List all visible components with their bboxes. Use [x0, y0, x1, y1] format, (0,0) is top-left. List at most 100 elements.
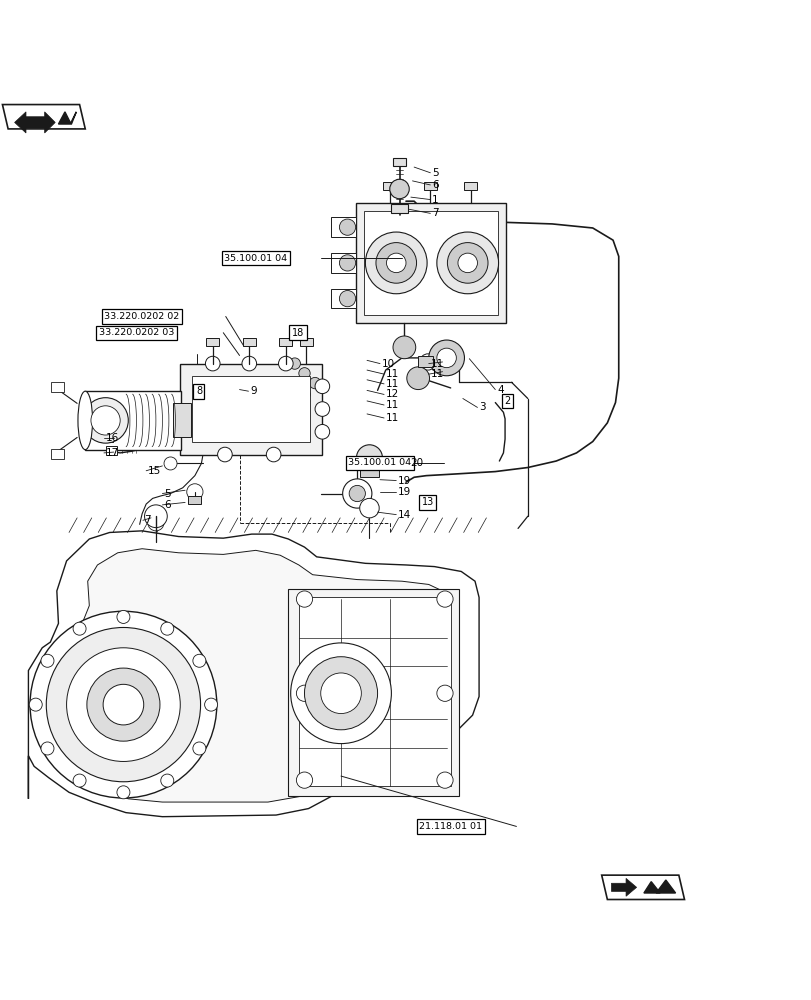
- Circle shape: [365, 232, 427, 294]
- Bar: [192, 376, 310, 442]
- Bar: [180, 364, 322, 455]
- Circle shape: [447, 243, 487, 283]
- Text: 12: 12: [385, 389, 398, 399]
- Bar: [331, 253, 355, 273]
- Text: 20: 20: [410, 458, 423, 468]
- Text: 11: 11: [430, 369, 443, 379]
- Bar: [105, 446, 117, 455]
- Bar: [298, 597, 451, 786]
- Circle shape: [266, 447, 281, 462]
- Text: 35.100.01 04: 35.100.01 04: [224, 254, 287, 263]
- Bar: [173, 403, 191, 437]
- Text: 14: 14: [397, 510, 410, 520]
- Circle shape: [83, 398, 128, 443]
- Circle shape: [217, 447, 232, 462]
- Circle shape: [309, 377, 320, 389]
- Circle shape: [193, 742, 206, 755]
- Text: 4: 4: [496, 385, 503, 395]
- Text: 18: 18: [291, 328, 304, 338]
- Circle shape: [315, 379, 329, 394]
- Polygon shape: [58, 112, 76, 124]
- Circle shape: [103, 684, 144, 725]
- Bar: [391, 204, 407, 213]
- Text: 19: 19: [397, 476, 410, 486]
- Bar: [355, 203, 505, 323]
- Bar: [242, 338, 255, 346]
- Text: 8: 8: [195, 386, 202, 396]
- Circle shape: [436, 772, 453, 788]
- Bar: [383, 182, 396, 190]
- Bar: [188, 496, 201, 504]
- Bar: [423, 182, 436, 190]
- Circle shape: [46, 627, 200, 782]
- Text: 11: 11: [385, 379, 398, 389]
- Text: 16: 16: [105, 433, 118, 443]
- Circle shape: [193, 654, 206, 667]
- Circle shape: [91, 406, 120, 435]
- Circle shape: [298, 389, 310, 400]
- Polygon shape: [15, 112, 55, 133]
- Circle shape: [436, 232, 498, 294]
- Text: 5: 5: [431, 168, 438, 178]
- Circle shape: [428, 340, 464, 376]
- Circle shape: [296, 772, 312, 788]
- Text: 9: 9: [250, 386, 256, 396]
- Polygon shape: [47, 549, 448, 802]
- Bar: [393, 158, 406, 166]
- Circle shape: [339, 291, 355, 307]
- Circle shape: [315, 424, 329, 439]
- Polygon shape: [611, 878, 636, 896]
- Bar: [51, 382, 64, 392]
- Circle shape: [289, 402, 300, 413]
- Polygon shape: [643, 882, 659, 893]
- Circle shape: [419, 354, 436, 370]
- Circle shape: [204, 698, 217, 711]
- Circle shape: [73, 774, 86, 787]
- Bar: [363, 211, 497, 315]
- Text: 2: 2: [504, 396, 510, 406]
- Bar: [299, 338, 312, 346]
- Circle shape: [67, 648, 180, 761]
- Circle shape: [41, 742, 54, 755]
- Circle shape: [29, 698, 42, 711]
- Text: 5: 5: [164, 489, 170, 499]
- Text: 11: 11: [385, 413, 398, 423]
- Circle shape: [289, 413, 300, 424]
- Circle shape: [161, 622, 174, 635]
- Text: 3: 3: [478, 402, 485, 412]
- Bar: [331, 217, 355, 237]
- Circle shape: [457, 253, 477, 273]
- Circle shape: [436, 685, 453, 701]
- Bar: [85, 391, 181, 450]
- Circle shape: [304, 657, 377, 730]
- Text: 15: 15: [148, 466, 161, 476]
- Circle shape: [298, 368, 310, 379]
- Circle shape: [342, 479, 371, 508]
- Circle shape: [30, 611, 217, 798]
- Circle shape: [242, 356, 256, 371]
- Circle shape: [87, 668, 160, 741]
- Polygon shape: [2, 105, 85, 129]
- Text: 1: 1: [431, 195, 438, 205]
- Text: 7: 7: [431, 208, 438, 218]
- Polygon shape: [601, 875, 684, 900]
- Circle shape: [315, 402, 329, 416]
- Polygon shape: [655, 880, 675, 893]
- Bar: [101, 434, 113, 442]
- Circle shape: [339, 255, 355, 271]
- Bar: [279, 338, 292, 346]
- Text: 17: 17: [105, 448, 118, 458]
- Circle shape: [389, 179, 409, 199]
- Circle shape: [406, 367, 429, 390]
- Circle shape: [356, 445, 382, 471]
- Circle shape: [41, 654, 54, 667]
- Bar: [331, 289, 355, 308]
- Text: 21.118.01 01: 21.118.01 01: [418, 822, 482, 831]
- Text: 6: 6: [164, 500, 170, 510]
- Bar: [464, 182, 477, 190]
- Circle shape: [349, 485, 365, 502]
- Circle shape: [117, 610, 130, 623]
- Circle shape: [289, 358, 300, 369]
- Bar: [359, 469, 379, 477]
- Circle shape: [386, 253, 406, 273]
